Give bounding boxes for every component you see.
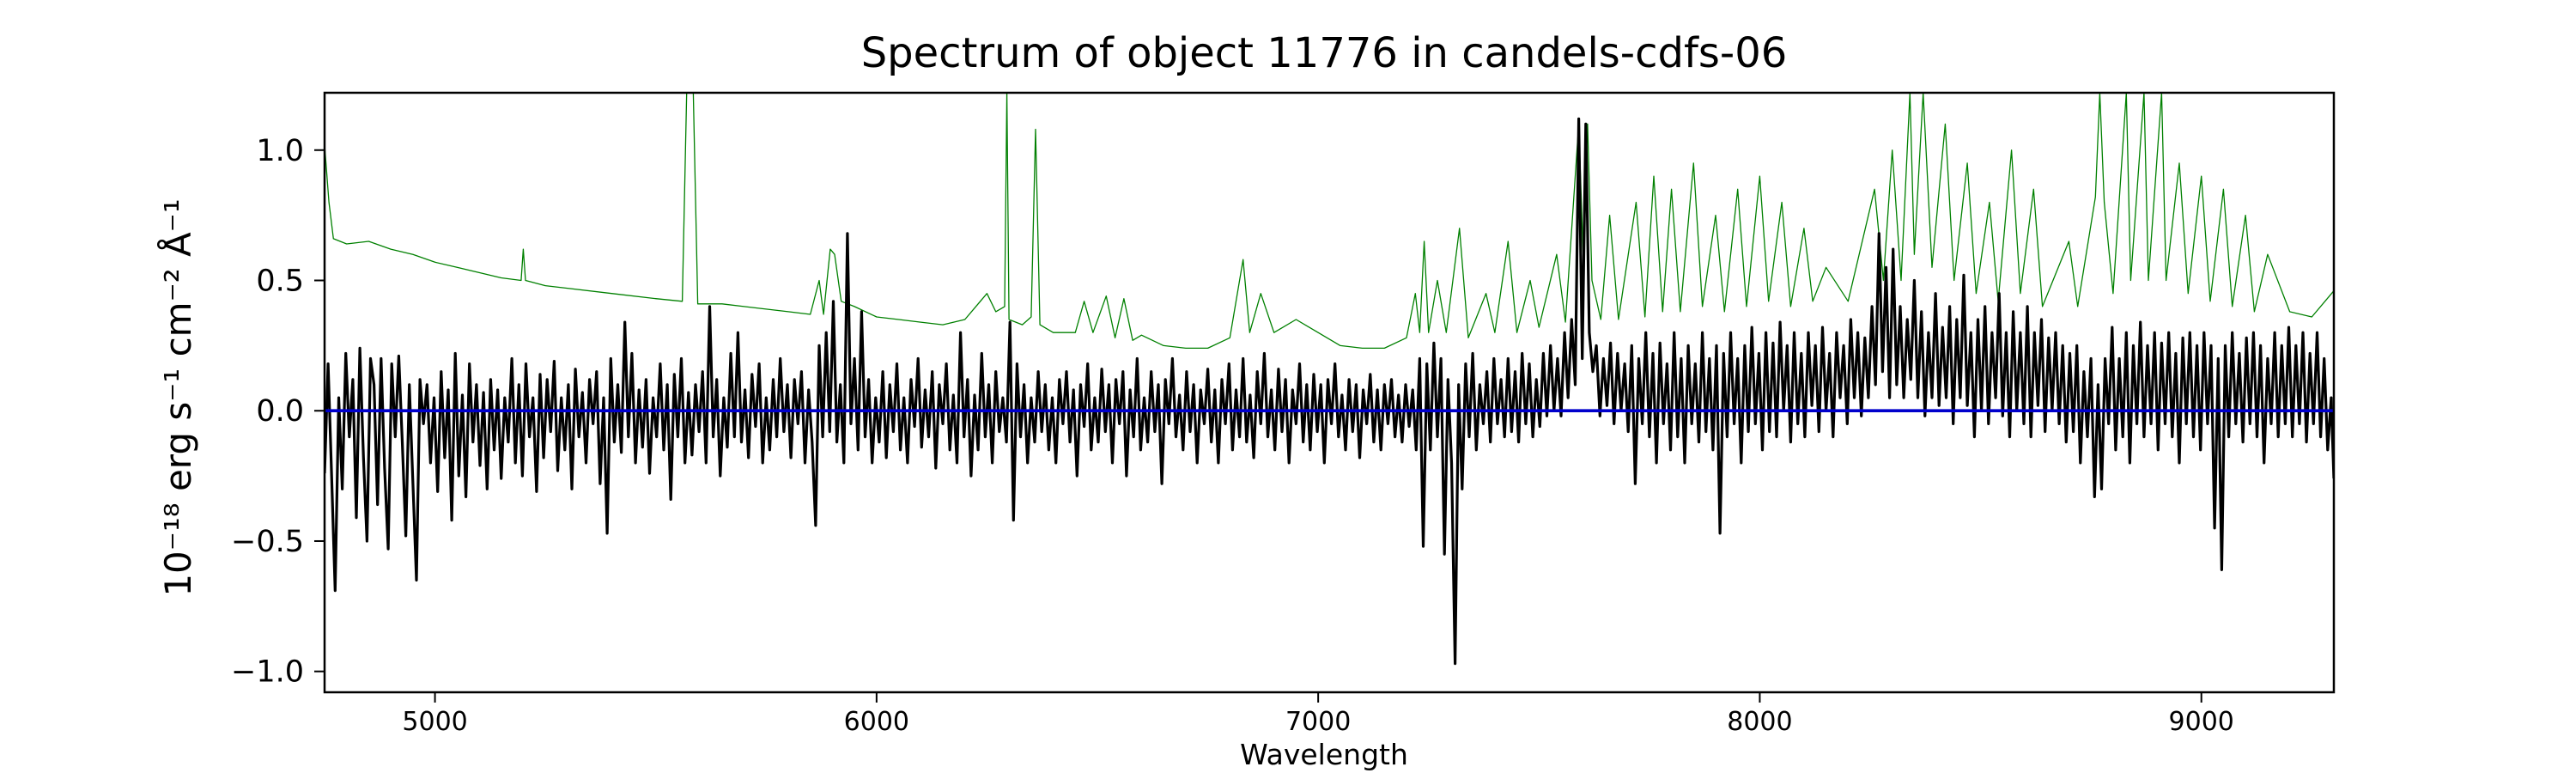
y-tick-label: −1.0 bbox=[231, 655, 304, 690]
noise-spectrum-line bbox=[325, 93, 2334, 350]
y-tick-label: −0.5 bbox=[231, 525, 304, 559]
y-tick-label: 0.0 bbox=[256, 394, 304, 429]
y-axis-label: 10⁻¹⁸ erg s⁻¹ cm⁻² Å⁻¹ bbox=[156, 198, 199, 596]
y-tick-label: 0.5 bbox=[256, 265, 304, 299]
plot-frame bbox=[323, 91, 2336, 694]
x-axis-label: Wavelength bbox=[1240, 738, 1408, 771]
y-tick-label: 1.0 bbox=[256, 134, 304, 168]
axis-ticks: 5000 6000 7000 8000 9000 −1.0 −0.5 0.0 0.5 1.0 bbox=[231, 134, 2234, 737]
x-tick-label: 6000 bbox=[844, 707, 909, 737]
plot-area bbox=[325, 93, 2334, 666]
chart-title: Spectrum of object 11776 in candels-cdfs… bbox=[861, 29, 1788, 77]
x-tick-label: 7000 bbox=[1285, 707, 1351, 737]
x-tick-label: 8000 bbox=[1727, 707, 1792, 737]
x-tick-label: 9000 bbox=[2169, 707, 2234, 737]
x-tick-label: 5000 bbox=[402, 707, 467, 737]
flux-spectrum-line bbox=[325, 117, 2334, 666]
